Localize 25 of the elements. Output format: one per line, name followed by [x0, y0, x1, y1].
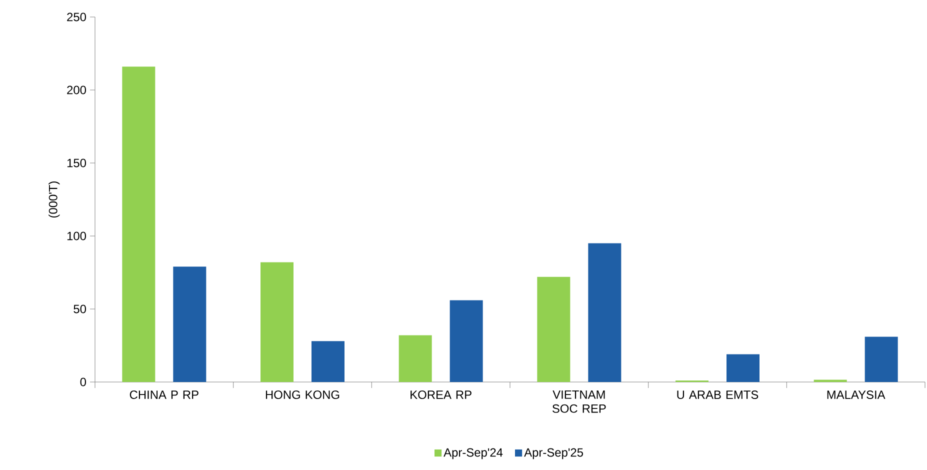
y-tick-label: 0: [80, 378, 86, 386]
bar: [312, 341, 345, 382]
y-tick-label: 50: [74, 304, 86, 314]
x-tick-label: U ARAB EMTS: [677, 390, 758, 399]
y-tick-label: 200: [67, 86, 86, 94]
bar: [173, 266, 206, 382]
y-axis-title: (000'T): [48, 182, 60, 218]
x-tick-label: VIETNAM SOC REP: [552, 390, 606, 413]
legend-label: Apr-Sep'25: [524, 448, 584, 460]
bar: [122, 66, 156, 382]
x-tick-label: KOREA RP: [410, 390, 472, 399]
y-tick-label: 150: [67, 158, 86, 168]
x-tick-label: CHINA P RP: [130, 390, 198, 399]
y-tick-label: 250: [67, 12, 86, 22]
y-tick-label: 100: [67, 232, 86, 240]
bar: [537, 276, 570, 382]
legend-label: Apr-Sep'24: [444, 448, 503, 460]
bar: [864, 336, 898, 382]
bar: [450, 300, 483, 382]
bar: [260, 262, 294, 382]
bar: [726, 354, 760, 382]
bar: [588, 243, 622, 382]
x-tick-label: HONG KONG: [266, 390, 340, 399]
bar: [398, 335, 432, 382]
x-tick-label: MALAYSIA: [827, 390, 886, 399]
